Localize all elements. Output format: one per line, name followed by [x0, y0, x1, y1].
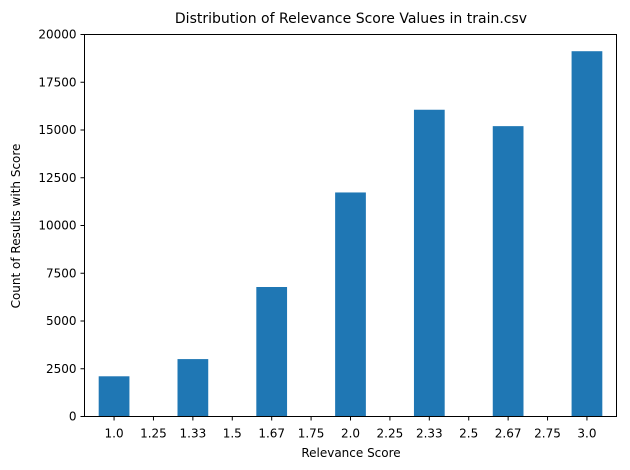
y-tick-label-5000: 5000: [46, 314, 77, 328]
y-tick-label-20000: 20000: [38, 28, 76, 42]
bar-2.0: [335, 192, 366, 417]
x-axis-label: Relevance Score: [301, 446, 400, 460]
plot-frame: [84, 34, 617, 417]
x-axis: 1.0 1.25 1.33 1.5 1.67 1.75 2.0 2.25 2.33 2.5 2.67…: [105, 416, 596, 441]
y-tick-label-7500: 7500: [46, 266, 77, 280]
bar-2.33: [413, 109, 445, 417]
y-tick-label-12500: 12500: [38, 171, 76, 185]
x-tick-label-1.33: 1.33: [180, 427, 207, 441]
y-tick-label-17500: 17500: [38, 75, 76, 89]
bar-1.0: [98, 376, 130, 417]
bars-layer: [98, 51, 603, 417]
bar-2.67: [492, 126, 524, 417]
x-tick-label-2.25: 2.25: [377, 427, 404, 441]
x-tick-label-2.67: 2.67: [495, 427, 522, 441]
y-tick-label-2500: 2500: [46, 362, 77, 376]
x-tick-label-2.75: 2.75: [534, 427, 561, 441]
x-tick-label-1.0: 1.0: [105, 427, 124, 441]
bar-1.33: [177, 359, 209, 417]
x-tick-label-2.33: 2.33: [416, 427, 443, 441]
x-tick-label-1.75: 1.75: [298, 427, 325, 441]
x-tick-label-1.67: 1.67: [258, 427, 285, 441]
y-tick-label-15000: 15000: [38, 123, 76, 137]
y-tick-label-10000: 10000: [38, 219, 76, 233]
y-axis-label: Count of Results with Score: [9, 144, 23, 309]
x-tick-label-2.5: 2.5: [459, 427, 478, 441]
x-tick-label-3.0: 3.0: [577, 427, 596, 441]
x-tick-label-1.25: 1.25: [140, 427, 167, 441]
x-tick-label-2.0: 2.0: [341, 427, 360, 441]
y-tick-label-0: 0: [69, 410, 77, 424]
x-tick-label-1.5: 1.5: [223, 427, 242, 441]
bar-1.67: [256, 287, 288, 417]
chart-title: Distribution of Relevance Score Values i…: [175, 11, 527, 27]
y-axis: 0 2500 5000 7500 10000 12500 15000 17500 20000: [38, 28, 85, 424]
bar-3.0: [571, 51, 603, 417]
